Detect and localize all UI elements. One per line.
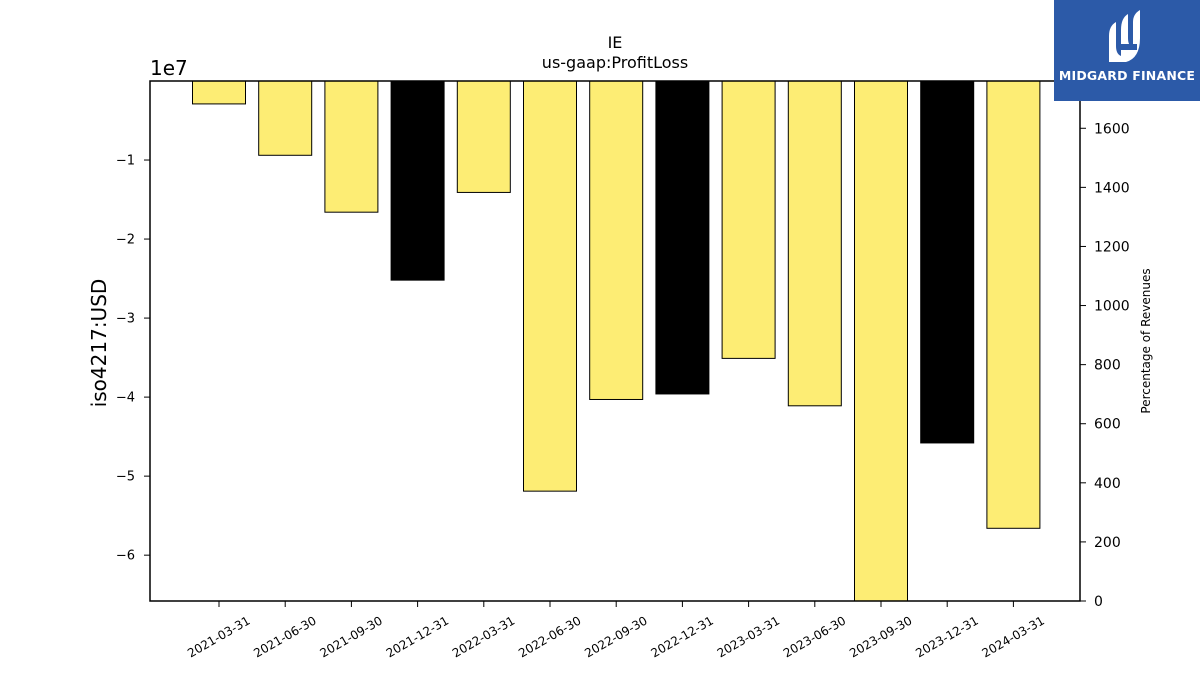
x-tick-label: 2021-12-31 [384, 613, 451, 660]
bar-2023-12-31 [920, 80, 975, 444]
y2-tick-label: 1200 [1094, 239, 1130, 255]
chart-subtitle: us-gaap:ProfitLoss [542, 53, 688, 72]
y-offset-label: 1e7 [150, 56, 188, 80]
midgard-logo-icon [1109, 10, 1140, 62]
bar-2022-12-31 [655, 80, 710, 395]
bar-2024-03-31 [986, 80, 1041, 529]
bar-2021-09-30 [324, 80, 379, 213]
y2-tick-label: 1000 [1094, 299, 1130, 315]
bar-2022-03-31 [456, 80, 511, 193]
bar-2021-06-30 [258, 80, 313, 156]
bar-2023-06-30 [787, 80, 842, 407]
x-tick-label: 2021-03-31 [185, 613, 252, 660]
y-tick-label: −6 [116, 549, 135, 564]
bar-2023-09-30 [854, 80, 908, 602]
x-tick-label: 2022-12-31 [648, 613, 715, 660]
x-tick-label: 2023-03-31 [715, 613, 782, 660]
y2-tick-label: 400 [1094, 476, 1121, 492]
x-tick-label: 2021-06-30 [251, 613, 318, 660]
y2-axis: 0 200 400 600 800 1000 1200 1400 1600 [1080, 121, 1130, 610]
chart-title: IE [608, 33, 623, 52]
y-tick-label: −3 [116, 312, 135, 327]
brand-logo: MIDGARD FINANCE [1054, 0, 1200, 101]
y-tick-label: −4 [116, 391, 135, 406]
y2-tick-label: 1600 [1094, 121, 1130, 137]
y-tick-label: −5 [116, 470, 135, 485]
bars-group [192, 80, 1041, 602]
bar-2023-03-31 [721, 80, 776, 359]
bar-2022-06-30 [523, 80, 577, 492]
x-tick-label: 2022-03-31 [450, 613, 517, 660]
x-tick-label: 2021-09-30 [317, 613, 384, 660]
y-tick-label: −1 [116, 154, 135, 169]
x-tick-label: 2022-09-30 [582, 613, 649, 660]
bar-2022-09-30 [589, 80, 644, 400]
x-tick-label: 2023-12-31 [913, 613, 980, 660]
logo-text: MIDGARD FINANCE [1058, 68, 1196, 83]
x-tick-label: 2024-03-31 [979, 613, 1046, 660]
x-tick-label: 2023-06-30 [781, 613, 848, 660]
y-tick-label: −2 [116, 233, 135, 248]
y2-axis-label: Percentage of Revenues [1139, 268, 1153, 413]
bar-2021-03-31 [192, 80, 246, 105]
y2-tick-label: 800 [1094, 358, 1121, 374]
y2-tick-label: 0 [1094, 594, 1103, 610]
x-tick-label: 2023-09-30 [847, 613, 914, 660]
y2-tick-label: 200 [1094, 535, 1121, 551]
y-axis-label: iso4217:USD [87, 279, 111, 408]
plot-frame [149, 80, 1081, 602]
bar-2021-12-31 [390, 80, 445, 281]
y-axis: −1 −2 −3 −4 −5 −6 [116, 154, 150, 564]
y2-tick-label: 1400 [1094, 180, 1130, 196]
x-axis: 2021-03-312021-06-302021-09-302021-12-31… [185, 601, 1047, 660]
x-tick-label: 2022-06-30 [516, 613, 583, 660]
y2-tick-label: 600 [1094, 417, 1121, 433]
